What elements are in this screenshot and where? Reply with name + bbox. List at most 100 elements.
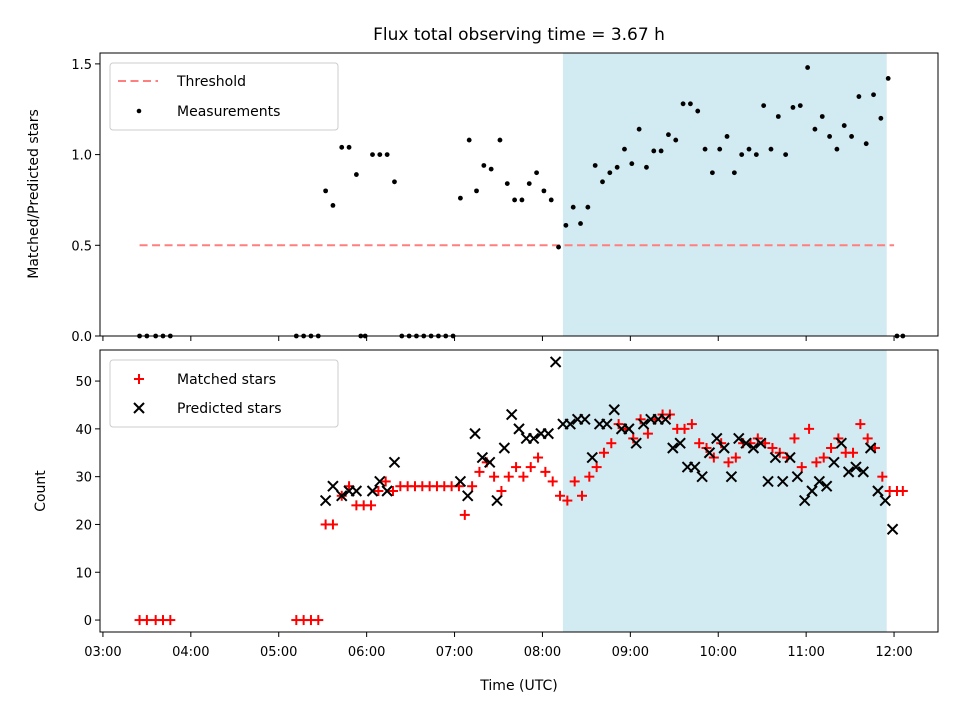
bottom-x-tick-label: 08:00 — [524, 645, 561, 660]
measurement-point — [651, 148, 657, 154]
matched-star-point — [826, 442, 837, 453]
matched-star-point — [165, 615, 176, 626]
predicted-star-point — [820, 480, 833, 492]
predicted-star-point — [762, 475, 774, 488]
matched-star-point — [467, 481, 478, 492]
predicted-star-point — [374, 475, 386, 488]
predicted-star-point — [483, 456, 496, 469]
matched-star-point — [855, 419, 866, 430]
measurement-point — [746, 146, 752, 152]
predicted-star-point — [381, 485, 393, 497]
measurement-point — [673, 137, 679, 143]
predicted-star-point — [850, 461, 862, 473]
measurement-point — [481, 163, 487, 168]
measurement-point — [592, 163, 598, 168]
measurement-point — [636, 126, 642, 132]
measurement-point — [526, 181, 532, 187]
bottom-axes-frame — [99, 349, 939, 633]
measurement-point — [504, 181, 510, 187]
measurement-point — [688, 101, 693, 107]
measurement-point — [819, 114, 825, 119]
measurement-point — [488, 166, 494, 172]
measurement-point — [474, 188, 479, 194]
bottom-y-tick-label: 50 — [75, 375, 92, 390]
measurement-point — [871, 92, 876, 98]
matched-star-point — [313, 615, 324, 626]
matched-star-point — [628, 433, 639, 444]
measurement-point — [702, 146, 708, 152]
predicted-star-point — [491, 494, 503, 507]
bottom-highlight-span — [562, 350, 887, 632]
legend-measurements-swatch — [136, 108, 142, 114]
bottom-y-tick-label: 10 — [75, 566, 92, 581]
predicted-star-point — [842, 466, 855, 478]
matched-star-point — [547, 476, 558, 487]
measurement-point — [585, 204, 591, 210]
bottom-legend-box — [109, 359, 339, 428]
matched-star-point — [489, 471, 500, 482]
top-y-tick-label: 1.5 — [71, 58, 92, 73]
predicted-star-point — [462, 490, 474, 502]
bottom-x-tick-label: 04:00 — [172, 645, 209, 660]
bottom-legend: Matched stars Predicted stars — [109, 359, 339, 428]
predicted-star-point — [776, 475, 789, 488]
matched-star-point — [591, 462, 602, 473]
measurement-point — [548, 197, 554, 203]
matched-star-point — [701, 442, 712, 453]
measurement-point — [578, 221, 583, 226]
bottom-y-tick-label: 30 — [75, 471, 92, 486]
matched-star-point — [767, 442, 778, 453]
matched-star-point — [584, 471, 595, 482]
predicted-star-point — [747, 442, 760, 454]
measurement-point — [739, 152, 745, 157]
matched-star-point — [555, 490, 566, 501]
predicted-star-point — [703, 447, 716, 459]
matched-star-point — [141, 615, 152, 626]
predicted-star-point — [696, 470, 708, 483]
measurement-point — [666, 132, 671, 138]
predicted-star-point — [623, 423, 635, 435]
bottom-x-axis-label: Time (UTC) — [479, 678, 557, 694]
matched-star-point — [613, 419, 624, 430]
matched-star-point — [723, 457, 734, 468]
matched-star-point — [366, 500, 377, 511]
matched-star-point — [635, 414, 646, 425]
top-y-axis-label: Matched/Predicted stars — [26, 109, 42, 279]
measurement-point — [323, 188, 329, 194]
measurement-point — [497, 137, 503, 143]
measurement-point — [878, 115, 884, 121]
measurement-point — [392, 179, 397, 185]
predicted-stars-points — [319, 356, 899, 535]
measurement-point — [339, 144, 345, 150]
matched-star-point — [694, 438, 705, 449]
top-legend: Threshold Measurements — [109, 62, 339, 131]
predicted-star-point — [637, 418, 650, 430]
matched-star-point — [380, 476, 391, 487]
predicted-star-point — [740, 437, 752, 449]
measurement-point — [790, 105, 796, 110]
measurement-point — [541, 188, 547, 194]
measurement-point — [384, 152, 390, 157]
matched-star-point — [818, 452, 829, 463]
measurement-point — [600, 179, 605, 185]
matched-star-point — [540, 466, 551, 477]
measurement-point — [607, 170, 613, 176]
measurement-point — [377, 152, 383, 157]
measurement-point — [783, 152, 789, 157]
predicted-star-point — [527, 432, 540, 445]
predicted-star-point — [350, 485, 363, 497]
measurement-point — [724, 134, 730, 139]
top-y-tick-label: 0.0 — [71, 330, 92, 345]
measurement-point — [512, 197, 518, 203]
predicted-star-point — [476, 451, 489, 464]
predicted-star-point — [806, 485, 818, 497]
matched-star-point — [804, 423, 815, 434]
bottom-panel: 0 10 20 30 40 50 03:00 04:00 05:00 06:00 07:00 08:… — [33, 349, 939, 694]
measurement-point — [556, 244, 561, 250]
predicted-star-point — [667, 442, 679, 454]
matched-star-point — [388, 486, 399, 496]
top-y-tick-label: 0.5 — [71, 239, 92, 254]
predicted-star-point — [886, 523, 899, 535]
predicted-star-point — [879, 494, 891, 507]
